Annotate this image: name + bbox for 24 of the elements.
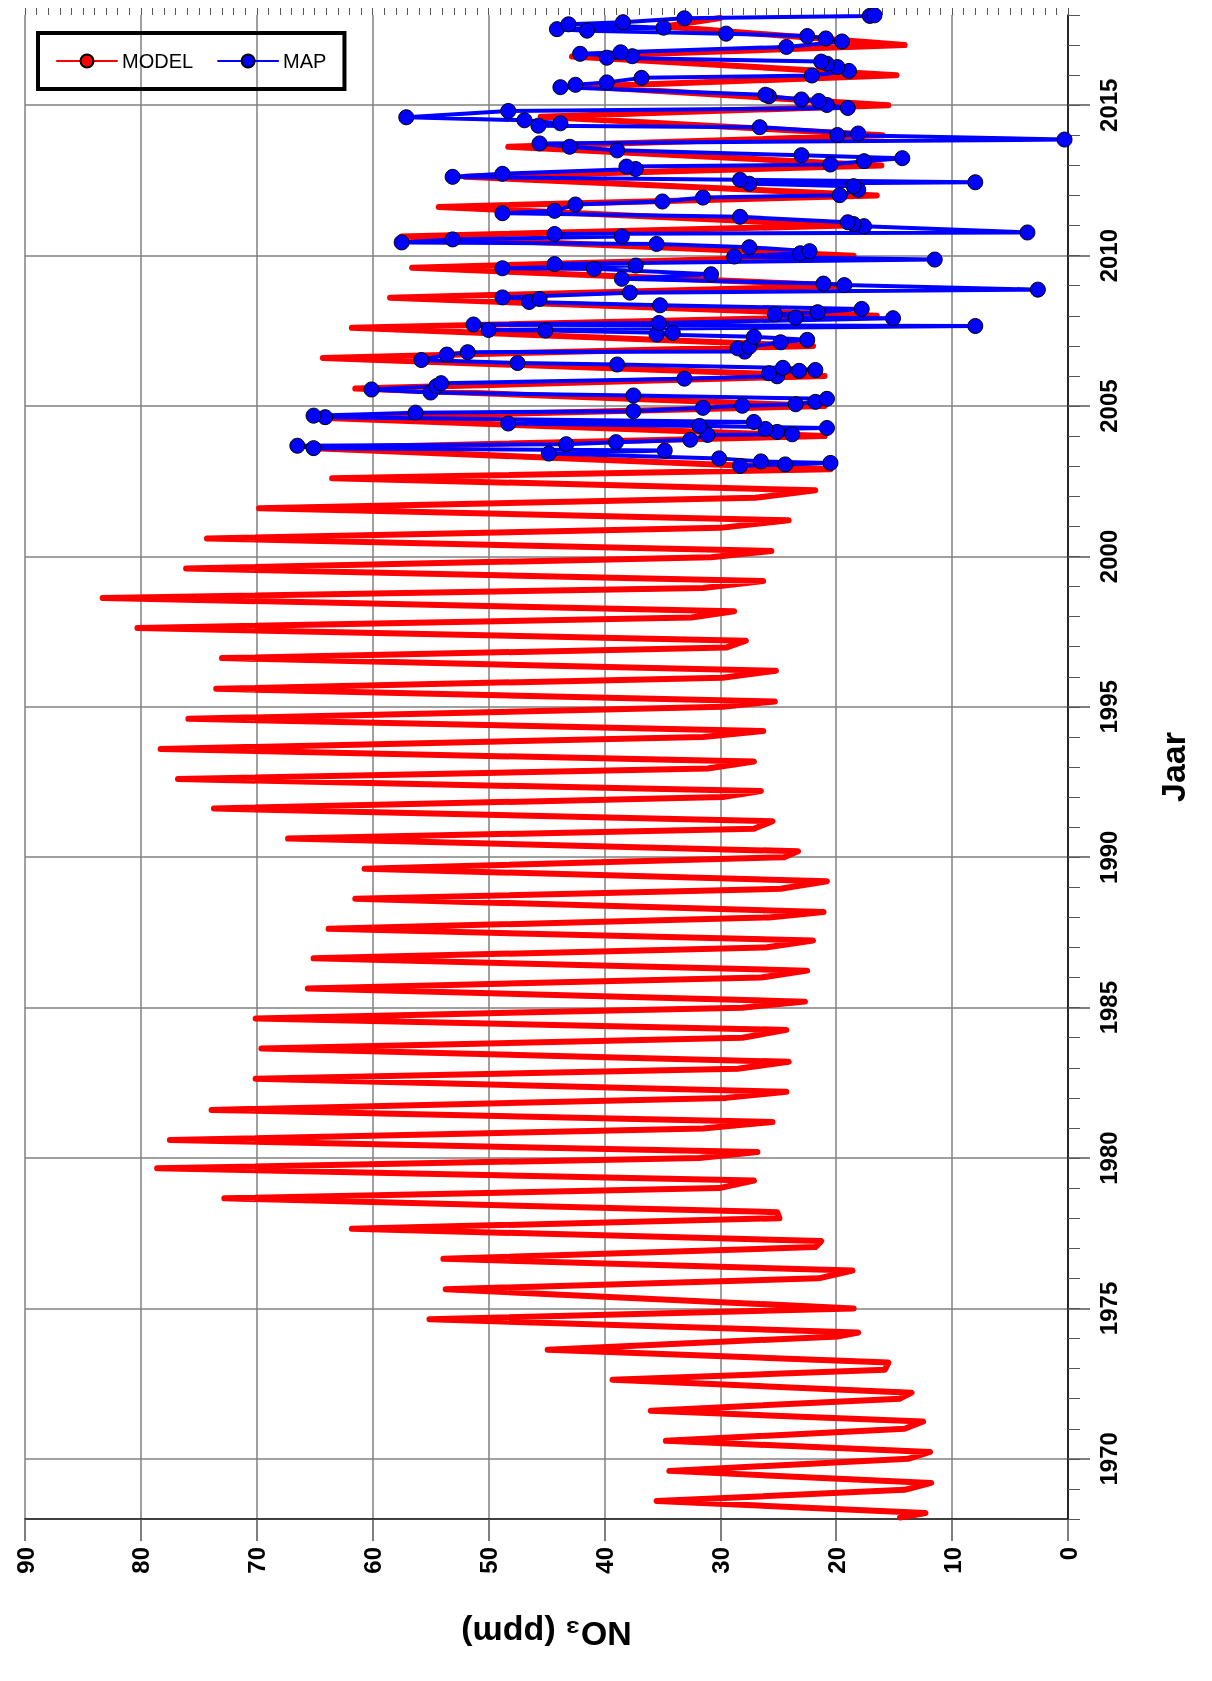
x-tick-label: 70 — [243, 1547, 271, 1574]
x-tick-label: 20 — [822, 1547, 850, 1574]
legend-label: MODEL — [122, 50, 194, 72]
x-tick-label: 90 — [11, 1547, 39, 1574]
x-tick-label: 30 — [706, 1547, 734, 1574]
y-tick-label: 2005 — [1094, 379, 1122, 433]
y-axis-title: Jaar — [1154, 732, 1192, 802]
y-tick-label: 1985 — [1094, 980, 1122, 1035]
x-tick-label: 80 — [127, 1547, 155, 1574]
y-tick-label: 1970 — [1094, 1432, 1122, 1486]
x-tick-label: 0 — [1054, 1547, 1082, 1561]
x-tick-label: 40 — [590, 1547, 618, 1574]
x-axis-title: NO₃ (ppm) — [461, 1615, 632, 1653]
legend-label: MAP — [283, 50, 327, 72]
y-tick-label: 1995 — [1094, 680, 1122, 734]
y-tick-label: 1980 — [1094, 1131, 1122, 1185]
y-tick-label: 2015 — [1094, 78, 1122, 132]
y-tick-label: 1975 — [1094, 1281, 1122, 1336]
x-tick-label: 50 — [475, 1547, 503, 1574]
y-tick-label: 2000 — [1094, 529, 1122, 584]
x-tick-label: 10 — [938, 1547, 966, 1574]
x-tick-label: 60 — [359, 1547, 387, 1574]
y-tick-label: 2010 — [1094, 228, 1122, 283]
y-tick-label: 1990 — [1094, 830, 1122, 884]
